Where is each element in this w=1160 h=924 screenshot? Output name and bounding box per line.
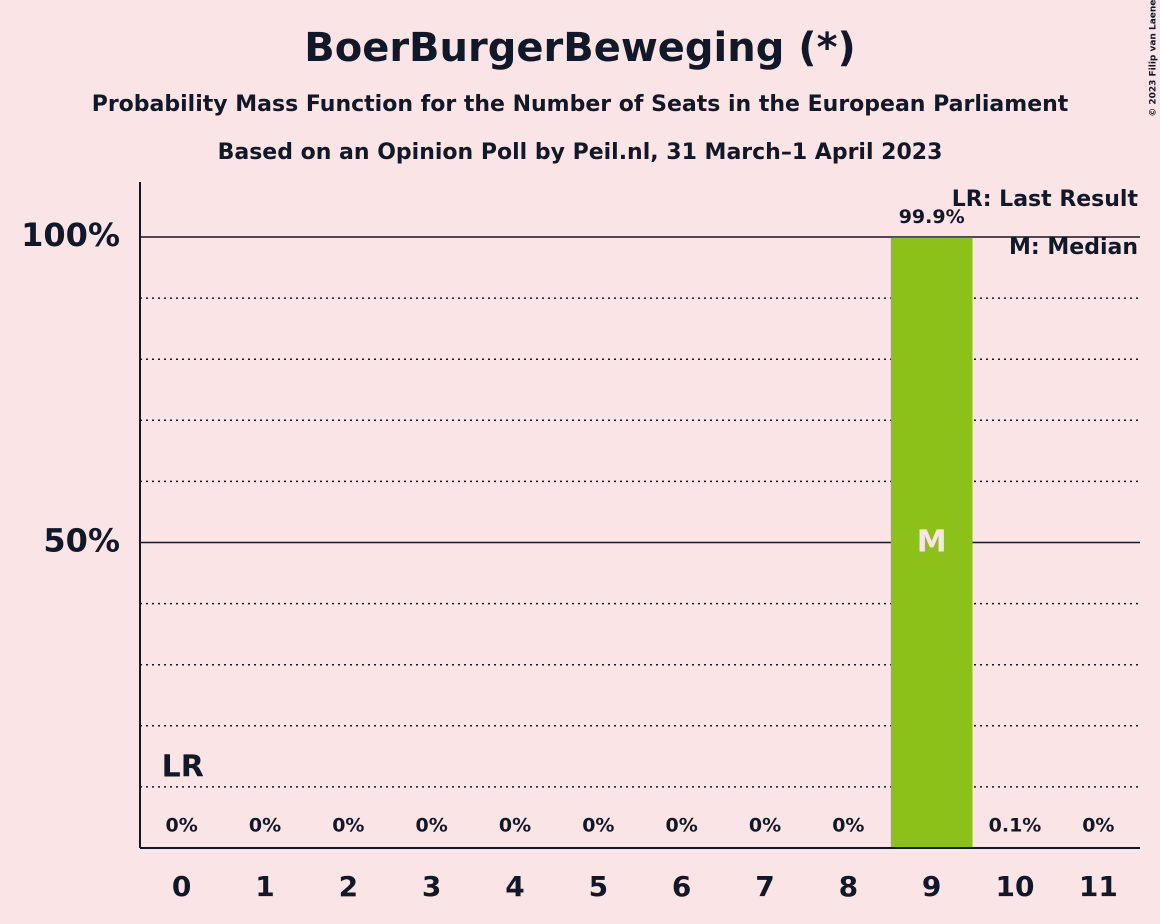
- value-label: 0%: [832, 815, 864, 837]
- x-tick-label: 9: [922, 870, 941, 903]
- value-label: 0%: [499, 815, 531, 837]
- x-tick-label: 0: [172, 870, 191, 903]
- value-label: 0%: [332, 815, 364, 837]
- value-label: 0%: [582, 815, 614, 837]
- x-tick-label: 10: [996, 870, 1035, 903]
- value-label: 0%: [166, 815, 198, 837]
- y-tick-label: 100%: [21, 216, 120, 254]
- value-label: 0%: [1082, 815, 1114, 837]
- x-tick-label: 6: [672, 870, 691, 903]
- x-tick-label: 4: [505, 870, 524, 903]
- chart-title: BoerBurgerBeweging (*): [304, 25, 856, 71]
- bar: [890, 237, 973, 849]
- value-label: 0%: [666, 815, 698, 837]
- chart-subtitle: Probability Mass Function for the Number…: [92, 92, 1069, 117]
- value-label: 0.1%: [989, 815, 1042, 837]
- median-marker: M: [917, 524, 947, 559]
- x-tick-label: 8: [839, 870, 858, 903]
- last-result-marker: LR: [162, 750, 204, 785]
- y-tick-label: 50%: [43, 521, 120, 559]
- value-label: 99.9%: [899, 206, 965, 228]
- x-tick-label: 1: [255, 870, 274, 903]
- legend-entry: LR: Last Result: [952, 187, 1139, 212]
- chart-subtitle: Based on an Opinion Poll by Peil.nl, 31 …: [218, 140, 943, 165]
- x-tick-label: 2: [339, 870, 358, 903]
- value-label: 0%: [416, 815, 448, 837]
- value-label: 0%: [249, 815, 281, 837]
- x-tick-label: 5: [589, 870, 608, 903]
- x-tick-label: 11: [1079, 870, 1118, 903]
- x-tick-label: 3: [422, 870, 441, 903]
- value-label: 0%: [749, 815, 781, 837]
- legend-entry: M: Median: [1009, 235, 1138, 260]
- copyright: © 2023 Filip van Laenen: [1149, 0, 1159, 117]
- x-tick-label: 7: [755, 870, 774, 903]
